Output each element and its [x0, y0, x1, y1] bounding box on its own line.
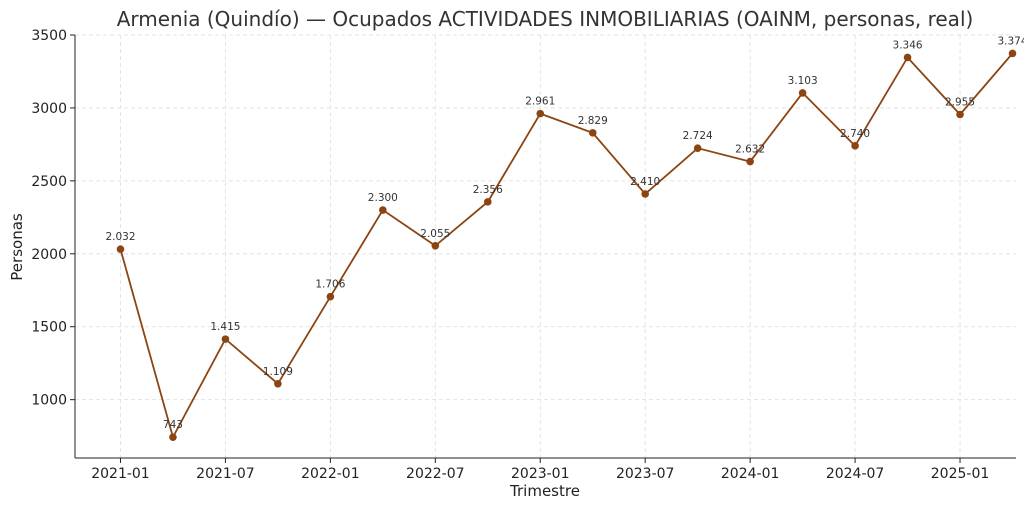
data-label: 3.346	[893, 39, 923, 51]
series	[116, 49, 1017, 441]
chart-title: Armenia (Quindío) — Ocupados ACTIVIDADES…	[117, 7, 974, 31]
x-tick-label: 2021-07	[196, 466, 255, 482]
data-label: 2.410	[630, 176, 660, 188]
data-point	[536, 109, 545, 118]
y-tick-label: 3000	[31, 101, 67, 117]
y-tick-label: 2000	[31, 247, 67, 263]
x-tick-label: 2021-01	[91, 466, 150, 482]
x-tick-label: 2024-01	[721, 466, 780, 482]
data-label: 2.032	[105, 231, 135, 243]
data-point	[798, 89, 807, 97]
x-tick-label: 2025-01	[931, 466, 990, 482]
data-point	[1008, 49, 1017, 58]
data-point	[693, 144, 702, 152]
data-point	[903, 53, 912, 62]
axes: 2021-01 2021-07 2022-01 2022-07 2023-01 2023-…	[31, 28, 1016, 482]
x-tick-label: 2022-07	[406, 466, 465, 482]
data-label: 2.829	[578, 115, 608, 127]
data-label: 2.961	[525, 96, 555, 108]
data-point	[221, 335, 230, 343]
y-tick-label: 3500	[31, 28, 67, 44]
data-label: 2.632	[735, 144, 765, 156]
data-label: 3.374	[997, 35, 1024, 47]
x-tick-label: 2023-01	[511, 466, 570, 482]
y-axis-label: Personas	[8, 213, 26, 281]
y-tick-label: 1500	[31, 320, 67, 336]
series-line	[119, 52, 1014, 440]
y-tick-label: 1000	[31, 393, 67, 409]
data-point	[588, 129, 597, 137]
data-point	[746, 157, 754, 166]
data-label: 2.955	[945, 96, 975, 108]
data-point	[641, 190, 649, 198]
data-point	[851, 142, 859, 150]
data-point	[431, 241, 440, 250]
grid	[75, 34, 1016, 458]
data-label: 2.724	[683, 130, 713, 142]
data-point	[274, 379, 282, 388]
x-tick-label: 2023-07	[616, 466, 675, 482]
x-axis-label: Trimestre	[509, 482, 580, 500]
data-label: 1.109	[263, 366, 293, 378]
data-point	[956, 110, 964, 119]
data-label: 2.300	[368, 192, 398, 204]
data-point	[379, 206, 387, 214]
y-tick-label: 2500	[31, 174, 67, 190]
data-point	[483, 198, 492, 206]
data-label: 2.356	[473, 184, 503, 196]
x-tick-label: 2022-01	[301, 466, 360, 482]
data-label: 743	[163, 419, 183, 431]
data-label: 2.055	[420, 228, 450, 240]
data-label: 2.740	[840, 128, 870, 140]
data-point	[116, 245, 125, 253]
data-point	[326, 292, 335, 301]
data-label: 1.706	[315, 279, 345, 291]
data-labels: 2.032 743 1.415 1.109 1.706 2.300 2.055 2.356 2.…	[105, 35, 1024, 431]
x-tick-label: 2024-07	[826, 466, 885, 482]
data-label: 3.103	[788, 75, 818, 87]
data-point	[169, 433, 177, 441]
data-label: 1.415	[210, 321, 240, 333]
